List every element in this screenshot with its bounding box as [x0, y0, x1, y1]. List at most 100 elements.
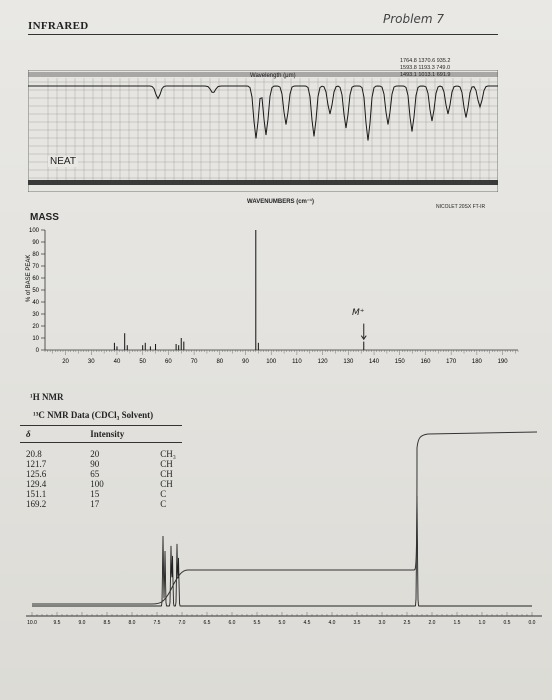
c-nmr-multiplicity: CH: [160, 479, 173, 489]
molecular-ion-label: M⁺: [352, 308, 365, 318]
h-nmr-tick-label: 1.5: [454, 620, 461, 626]
ms-x-tick-label: 40: [114, 359, 121, 365]
ir-peak-row: 1493.1 1013.1 691.9: [400, 72, 451, 78]
c-nmr-data-table: δ Intensity 20.8 20 CH₃ 121.7 90 CH 125.6 65 CH 1…: [20, 425, 182, 509]
ms-y-tick-label: 60: [32, 276, 39, 282]
c-nmr-multiplicity: C: [160, 489, 167, 499]
ms-x-tick-label: 160: [420, 359, 431, 365]
ir-frame: [28, 70, 498, 192]
c-nmr-multiplicity: CH: [160, 459, 173, 469]
ir-top-scale-bar: [28, 72, 498, 77]
c-nmr-table-title: ¹³C NMR Data (CDCl₃ Solvent): [33, 410, 154, 420]
c-nmr-multiplicity: CH: [160, 469, 173, 479]
ms-x-tick-label: 130: [343, 359, 354, 365]
h-nmr-tick-label: 6.5: [204, 620, 211, 626]
c-nmr-multiplicity: C: [160, 499, 167, 509]
c-nmr-intensity: 17: [90, 499, 100, 509]
ms-peaks: [113, 230, 367, 350]
col-intensity: Intensity: [52, 425, 155, 443]
ms-y-tick-label: 100: [29, 228, 40, 234]
ms-y-tick-label: 90: [32, 240, 39, 246]
c-nmr-delta: 121.7: [26, 459, 47, 469]
c-nmr-multiplicity: CH₃: [160, 449, 176, 459]
c-nmr-row: 125.6 65 CH: [20, 469, 182, 479]
ms-x-axis: 20 30 40 50 60 70 80 90 100 110 120 130 140 150 160 170…: [44, 349, 519, 365]
ms-y-tick-label: 80: [32, 252, 39, 258]
ms-y-tick-label: 30: [32, 312, 39, 318]
col-delta: δ: [20, 425, 53, 443]
ms-y-tick-label: 50: [32, 288, 39, 294]
ms-x-tick-label: 50: [139, 359, 146, 365]
ms-x-tick-label: 110: [292, 359, 302, 365]
ir-spectrum: [28, 70, 498, 192]
ms-y-tick-label: 70: [32, 264, 39, 270]
ms-y-axis: 0 10 20 30 40 50 60 70 80 90 100: [29, 228, 46, 354]
mass-spectrum: 0 10 20 30 40 50 60 70 80 90 100 20 30 40 50 60 70 80 90 1…: [26, 228, 519, 365]
handwritten-problem-label: Problem 7: [383, 12, 444, 26]
ms-x-tick-label: 60: [165, 359, 172, 365]
mass-heading: MASS: [30, 212, 59, 223]
ms-y-tick-label: 0: [36, 348, 40, 354]
ms-x-tick-label: 20: [62, 359, 69, 365]
infrared-heading: INFRARED: [28, 20, 89, 32]
h-nmr-tick-label: 8.5: [104, 620, 111, 626]
c-nmr-row: 20.8 20 CH₃: [20, 443, 182, 460]
c-nmr-delta: 125.6: [26, 469, 47, 479]
h-nmr-tick-label: 9.5: [54, 620, 61, 626]
c-nmr-intensity: 90: [90, 459, 100, 469]
instrument-label: NICOLET 20SX FT-IR: [436, 204, 486, 210]
h-nmr-tick-label: 5.5: [254, 620, 261, 626]
ms-x-tick-label: 100: [266, 359, 277, 365]
h-nmr-tick-label: 6.0: [229, 620, 236, 626]
h-nmr-integral-curve: [32, 431, 538, 605]
sample-state-label: NEAT: [48, 156, 78, 167]
c-nmr-intensity: 65: [90, 469, 100, 479]
ms-x-tick-label: 30: [88, 359, 95, 365]
col-multiplicity: [154, 425, 182, 443]
c-nmr-delta: 129.4: [26, 479, 47, 489]
c-nmr-intensity: 100: [90, 479, 104, 489]
c-nmr-delta: 151.1: [26, 489, 47, 499]
header-rule: [28, 34, 498, 35]
ms-x-tick-label: 70: [191, 359, 198, 365]
ir-peak-list: 1764.8 1370.6 935.2 1593.8 1193.3 749.0 …: [400, 58, 450, 79]
ir-bottom-scale-bar: [28, 180, 498, 185]
h-nmr-tick-label: 5.0: [279, 620, 286, 626]
h-nmr-tick-label: 4.5: [304, 620, 311, 626]
h-nmr-tick-label: 10.0: [27, 620, 37, 626]
h-nmr-tick-label: 2.5: [404, 620, 411, 626]
ms-y-tick-label: 20: [32, 324, 39, 330]
ms-x-tick-label: 180: [472, 359, 483, 365]
ms-x-tick-label: 80: [216, 359, 223, 365]
h-nmr-tick-label: 7.0: [179, 620, 186, 626]
ir-absorption-trace: [28, 85, 498, 141]
h-nmr-heading: ¹H NMR: [30, 392, 64, 402]
h-nmr-tick-label: 2.0: [429, 620, 436, 626]
ir-peak-row: 1764.8 1370.6 935.2: [400, 58, 451, 64]
h-nmr-tick-label: 3.5: [354, 620, 361, 626]
c-nmr-row: 169.2 17 C: [20, 499, 182, 509]
wavenumbers-axis-label: WAVENUMBERS (cm⁻¹): [247, 199, 315, 205]
c-nmr-row: 121.7 90 CH: [20, 459, 182, 469]
h-nmr-tick-label: 1.0: [479, 620, 486, 626]
h-nmr-ppm-axis: 10.0 9.5 9.0 8.5 8.0 7.5 7.0 6.5 6.0 5.5 5.0 4.5 4.0…: [26, 612, 542, 626]
ms-y-tick-label: 10: [32, 336, 39, 342]
h-nmr-tick-label: 4.0: [329, 620, 336, 626]
ms-x-tick-label: 140: [369, 359, 380, 365]
ms-y-axis-label: % of BASE PEAK: [26, 255, 32, 302]
ms-x-tick-label: 120: [318, 359, 329, 365]
c-nmr-delta: 20.8: [26, 449, 42, 459]
wavelength-axis-label: Wavelength (μm): [250, 73, 296, 79]
c-nmr-intensity: 15: [90, 489, 100, 499]
ms-x-tick-label: 150: [395, 359, 406, 365]
h-nmr-tick-label: 8.0: [129, 620, 136, 626]
ir-peak-row: 1593.8 1193.3 749.0: [400, 65, 451, 71]
h-nmr-tick-label: 0.5: [504, 620, 511, 626]
ms-y-tick-label: 40: [32, 300, 39, 306]
h-nmr-tick-label: 7.5: [154, 620, 161, 626]
ms-x-tick-label: 190: [498, 359, 509, 365]
c-nmr-row: 151.1 15 C: [20, 489, 182, 499]
h-nmr-tick-label: 3.0: [379, 620, 386, 626]
c-nmr-delta: 169.2: [26, 499, 47, 509]
